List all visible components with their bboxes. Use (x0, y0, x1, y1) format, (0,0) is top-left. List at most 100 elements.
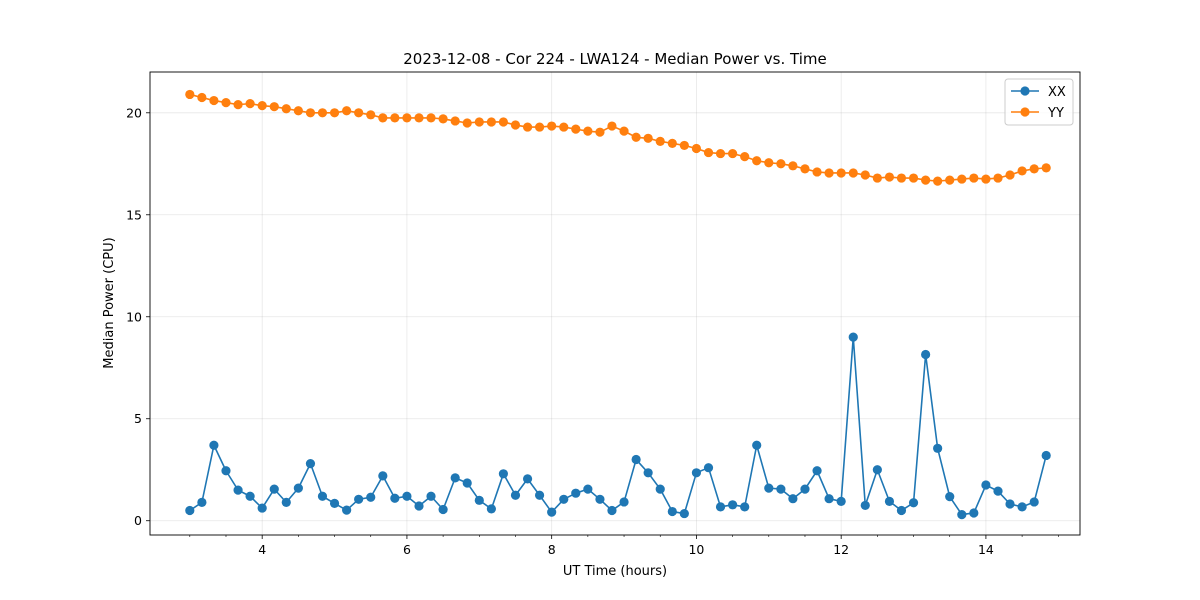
series-xx-point (860, 500, 870, 511)
series-yy-point (197, 92, 207, 103)
series-yy-point (474, 117, 484, 127)
series-xx-point (486, 504, 496, 514)
series-xx-point (824, 494, 834, 504)
series-xx-point (378, 471, 388, 481)
x-tick-label-0: 4 (258, 542, 266, 557)
legend-xx-marker (1020, 86, 1030, 96)
plot-area (185, 89, 1051, 520)
series-yy-point (547, 121, 557, 131)
series-yy-point (450, 116, 460, 126)
legend-xx-label: XX (1048, 85, 1066, 100)
series-xx-point (908, 498, 919, 508)
legend-yy-label: YY (1047, 106, 1064, 121)
series-xx-point (619, 497, 629, 507)
series-yy-point (872, 173, 882, 183)
series-xx-point (269, 484, 279, 494)
series-xx-point (221, 466, 231, 476)
series-xx-point (559, 494, 569, 504)
series-yy-point (860, 170, 870, 180)
y-tick-label-1: 5 (134, 411, 142, 426)
series-yy-point (245, 99, 255, 109)
series-xx-point (896, 505, 907, 516)
series-xx-point (752, 440, 762, 450)
y-tick-label-0: 0 (134, 513, 142, 528)
series-xx-point (679, 508, 689, 519)
series-yy-point (643, 133, 653, 143)
series-yy-point (921, 175, 931, 185)
chart-title: 2023-12-08 - Cor 224 - LWA124 - Median P… (403, 50, 827, 68)
series-xx-point (571, 488, 581, 498)
series-yy-point (305, 108, 316, 118)
series-xx-point (257, 503, 267, 513)
series-yy-point (848, 168, 858, 178)
series-xx-point (390, 493, 400, 503)
series-yy-point (800, 164, 810, 174)
series-xx-point (245, 491, 255, 501)
series-yy-point (969, 173, 979, 183)
series-yy-point (583, 126, 593, 136)
series-xx-point (366, 492, 376, 502)
series-yy-point (908, 173, 919, 183)
series-xx-point (691, 468, 702, 478)
series-yy-point (836, 168, 846, 178)
series-yy-point (559, 122, 569, 132)
series-xx-point (703, 463, 714, 473)
series-yy-point (390, 113, 400, 123)
x-tick-label-3: 10 (688, 542, 704, 557)
y-tick-label-3: 15 (126, 207, 142, 222)
series-yy-point (221, 97, 231, 108)
series-yy-point (522, 122, 533, 132)
series-xx-point (981, 480, 991, 490)
series-yy-point (691, 143, 702, 154)
series-yy-point (366, 110, 376, 120)
series-yy-point (378, 113, 388, 123)
series-yy-point (896, 173, 907, 183)
series-xx-point (474, 495, 484, 505)
series-yy-point (788, 161, 798, 171)
series-xx-point (402, 491, 412, 501)
series-xx-point (498, 469, 508, 479)
series-yy-point (1041, 163, 1051, 173)
series-xx-point (969, 508, 979, 518)
series-xx-point (643, 468, 653, 478)
series-yy-point (752, 156, 762, 166)
series-xx-point (1029, 497, 1039, 507)
series-xx-point (317, 491, 328, 501)
series-yy-point (257, 101, 267, 111)
series-xx-point (631, 454, 641, 465)
series-yy-point (993, 173, 1003, 183)
series-xx-point (715, 502, 726, 512)
series-xx-point (788, 494, 798, 504)
series-yy-point (402, 113, 412, 123)
series-xx-point (342, 505, 352, 515)
axes: 4 6 8 10 12 14 0 5 10 15 20 (126, 71, 1081, 557)
legend-yy-marker (1020, 107, 1030, 117)
series-yy-point (534, 122, 545, 132)
x-tick-label-1: 6 (403, 542, 411, 557)
series-xx-point (293, 483, 303, 493)
series-xx-point (993, 486, 1003, 496)
series-xx-point (462, 478, 472, 488)
series-yy-point (764, 158, 774, 168)
series-yy-point (703, 147, 714, 158)
series-xx-point (800, 484, 810, 494)
legend: XX YY (1004, 78, 1074, 126)
series-xx-point (1017, 502, 1027, 512)
series-xx-point (740, 502, 750, 512)
series-yy-point (426, 113, 436, 123)
series-yy-point (185, 89, 195, 100)
series-yy-point (740, 152, 750, 162)
series-xx-point (583, 484, 593, 494)
series-xx-point (414, 501, 424, 511)
series-yy-point (776, 159, 786, 169)
series-yy-point (824, 168, 834, 178)
series-xx-point (522, 474, 533, 484)
series-yy-point (667, 138, 677, 148)
series-xx-point (667, 506, 677, 517)
series-yy-point (607, 121, 617, 131)
series-yy-point (571, 124, 581, 134)
y-tick-label-4: 20 (126, 105, 142, 120)
series-yy-point (329, 108, 340, 118)
series-xx-point (933, 443, 943, 453)
x-tick-label-2: 8 (548, 542, 556, 557)
